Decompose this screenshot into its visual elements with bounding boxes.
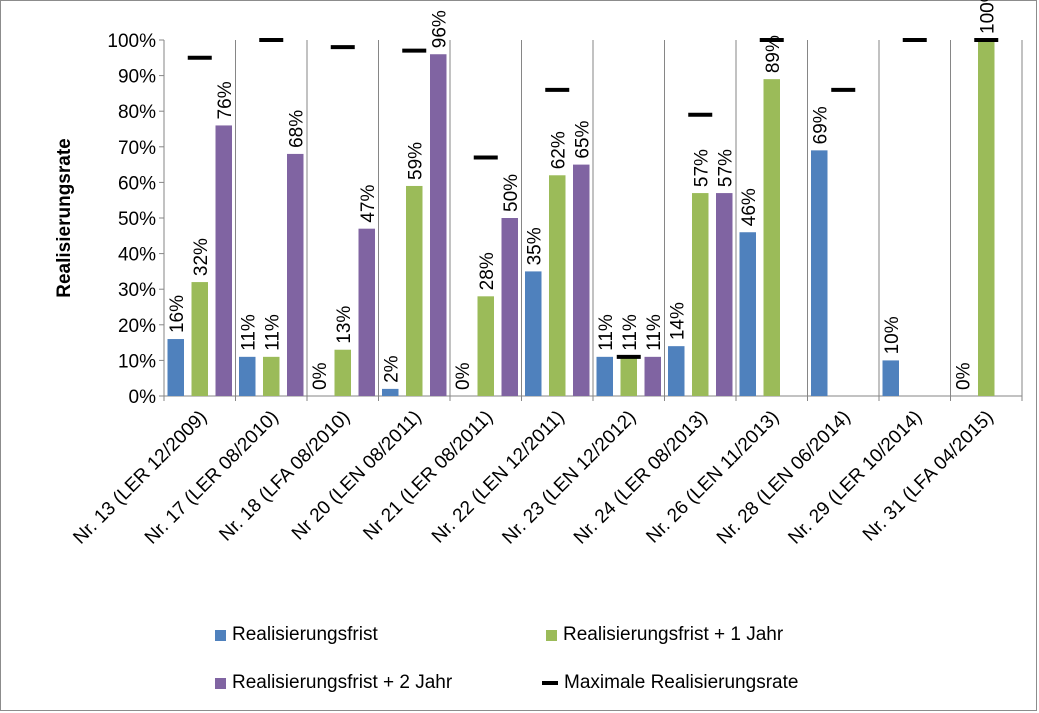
data-label: 68%: [286, 110, 307, 148]
data-label: 62%: [548, 131, 569, 169]
bar: [382, 388, 399, 396]
data-label: 46%: [739, 188, 760, 226]
bar: [882, 360, 899, 396]
x-tick-label: Nr. 24 (LER 08/2013): [570, 407, 712, 549]
bar: [334, 349, 351, 396]
bar: [692, 193, 709, 396]
bar: [549, 175, 566, 396]
legend-swatch-series-1: [215, 629, 226, 641]
legend-item-series-1: Realisierungsfrist: [215, 624, 378, 646]
y-tick-label: 60%: [118, 173, 156, 194]
data-label: 50%: [501, 174, 522, 212]
data-label: 65%: [572, 120, 593, 158]
x-tick-label: Nr. 28 (LEN 06/2014): [713, 407, 855, 549]
x-tick-label: Nr. 22 (LEN 12/2011): [428, 407, 569, 548]
data-label: 59%: [405, 142, 426, 180]
y-tick-label: 20%: [118, 316, 156, 337]
data-label: 10%: [882, 316, 903, 354]
bar: [525, 271, 542, 396]
data-label: 13%: [334, 306, 355, 344]
y-tick-label: 100%: [107, 31, 156, 52]
legend-item-max: Maximale Realisierungsrate: [542, 672, 798, 694]
data-label: 16%: [167, 295, 188, 333]
legend-item-series-2: Realisierungsfrist + 1 Jahr: [546, 624, 783, 646]
data-label: 11%: [238, 314, 259, 351]
data-label: 28%: [477, 252, 498, 290]
y-axis-title: Realisierungsrate: [54, 138, 75, 297]
y-tick-label: 90%: [118, 67, 156, 88]
bar: [763, 79, 780, 396]
data-label: 100%: [977, 0, 998, 34]
data-label: 69%: [810, 106, 831, 144]
legend-swatch-max: [542, 681, 558, 685]
data-label: 0%: [953, 362, 974, 390]
y-tick-label: 30%: [118, 280, 156, 301]
data-label: 57%: [691, 149, 712, 187]
bar: [477, 296, 494, 396]
data-label: 89%: [763, 35, 784, 73]
y-tick-label: 70%: [118, 138, 156, 159]
bar: [406, 185, 423, 396]
data-label: 96%: [429, 10, 450, 48]
x-tick-label: Nr. 23 (LEN 12/2012): [498, 407, 640, 549]
data-label: 32%: [191, 238, 212, 276]
bar: [620, 356, 637, 396]
y-tick-label: 0%: [129, 387, 157, 408]
data-label: 11%: [596, 314, 617, 351]
data-label: 2%: [381, 355, 402, 383]
bar: [501, 218, 518, 396]
bar: [668, 346, 685, 396]
data-label: 76%: [215, 81, 236, 119]
legend-swatch-series-3: [215, 677, 226, 689]
bar: [978, 40, 995, 396]
x-tick-label: Nr 20 (LEN 08/2011): [288, 407, 426, 545]
data-label: 35%: [524, 227, 545, 265]
bar: [167, 339, 184, 396]
bar: [739, 232, 756, 396]
bar: [191, 282, 208, 396]
legend-label-series-2: Realisierungsfrist + 1 Jahr: [563, 624, 784, 645]
bar: [215, 125, 232, 396]
data-label: 11%: [620, 314, 641, 351]
y-tick-label: 10%: [118, 351, 156, 372]
bar: [287, 153, 304, 396]
legend-item-series-3: Realisierungsfrist + 2 Jahr: [215, 672, 452, 694]
bar: [239, 356, 256, 396]
data-label: 0%: [310, 362, 331, 390]
bar: [263, 356, 280, 396]
y-tick-label: 50%: [118, 209, 156, 230]
x-tick-label: Nr. 29 (LER 10/2014): [784, 407, 926, 549]
data-label: 14%: [667, 302, 688, 340]
x-tick-label: Nr. 26 (LEN 11/2013): [642, 407, 783, 548]
x-tick-label: Nr. 31 (LFA 04/2015): [859, 407, 998, 546]
plot-area: 0% 10% 20% 30% 40% 50% 60% 70% 80% 90% 100% Nr. 13 …: [69, 0, 1023, 549]
x-tick-label: Nr 21 (LER 08/2011): [359, 407, 497, 545]
bar: [430, 54, 447, 397]
legend-label-series-1: Realisierungsfrist: [232, 624, 378, 645]
y-tick-label: 40%: [118, 245, 156, 266]
bar: [596, 356, 613, 396]
data-label: 11%: [644, 314, 665, 351]
data-label: 57%: [715, 149, 736, 187]
x-tick-label: Nr. 18 (LFA 08/2010): [215, 407, 354, 546]
legend-swatch-series-2: [546, 629, 557, 641]
y-tick-label: 80%: [118, 102, 156, 123]
data-label: 0%: [453, 362, 474, 390]
x-tick-label: Nr. 17 (LER 08/2010): [141, 407, 283, 549]
bar: [573, 164, 590, 396]
bar: [358, 228, 375, 396]
data-label: 47%: [358, 185, 379, 223]
legend-label-series-3: Realisierungsfrist + 2 Jahr: [232, 672, 453, 693]
bar: [644, 356, 661, 396]
legend-label-max: Maximale Realisierungsrate: [564, 672, 799, 693]
x-tick-label: Nr. 13 (LER 12/2009): [69, 407, 211, 549]
bar: [716, 193, 733, 396]
bar: [811, 150, 828, 396]
data-label: 11%: [262, 314, 283, 351]
